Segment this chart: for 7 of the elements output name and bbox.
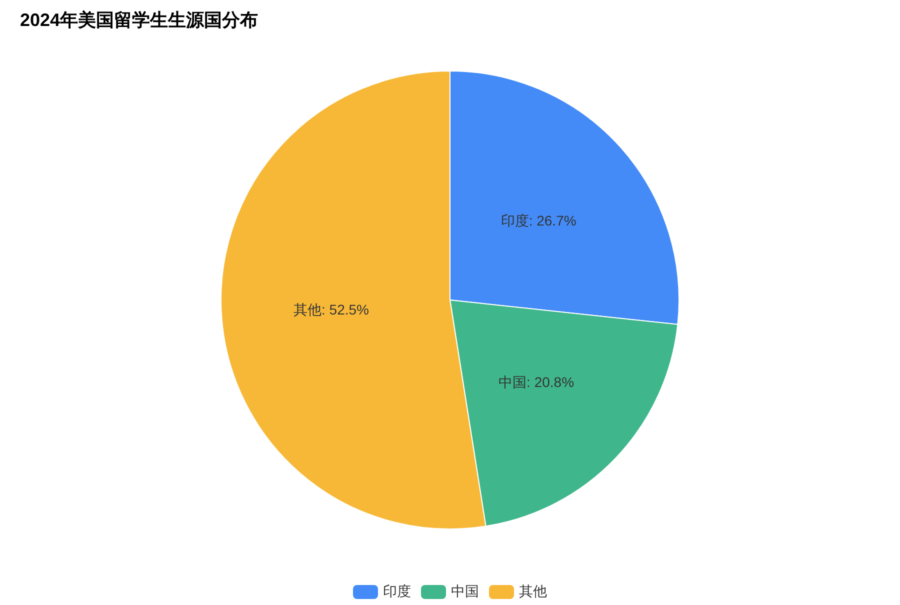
data-label: 其他: 52.5% (294, 301, 370, 318)
legend-label: 其他 (519, 583, 547, 601)
data-label: 中国: 20.8% (498, 374, 574, 390)
data-label: 印度: 26.7% (500, 212, 576, 228)
chart-title: 2024年美国留学生生源国分布 (20, 9, 258, 32)
legend-label: 中国 (451, 583, 479, 601)
legend-label: 印度 (383, 583, 411, 601)
